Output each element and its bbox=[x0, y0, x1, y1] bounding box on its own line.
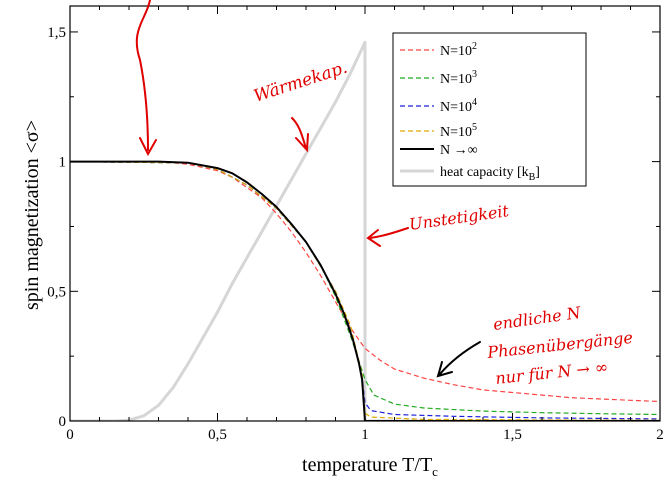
y-tick-label-0: 0 bbox=[59, 414, 67, 430]
y-axis-title: spin magnetization <σ> bbox=[21, 120, 43, 310]
series-line-4 bbox=[70, 160, 660, 421]
legend-label-4: N →∞ bbox=[440, 143, 478, 158]
y-tick-label-2: 1 bbox=[59, 155, 67, 171]
legend-label-0: N=102 bbox=[440, 41, 477, 59]
x-axis-title-text: temperature T/T bbox=[302, 454, 432, 476]
legend: N=102 N=103 N=104 N=105 N →∞ heat capacity [k… bbox=[392, 32, 587, 187]
annotation-arrow-phasen bbox=[436, 341, 481, 378]
x-tick-label-2: 1 bbox=[361, 427, 369, 443]
tick-layer: 0 0,5 1 1,5 2 0 0,5 1 1,5 bbox=[47, 6, 664, 443]
series-line-3 bbox=[70, 161, 660, 421]
y-tick-label-3: 1,5 bbox=[47, 25, 66, 41]
x-tick-label-4: 2 bbox=[656, 427, 664, 443]
legend-label-3: N=105 bbox=[440, 122, 477, 140]
x-axis-title: temperature T/Tc bbox=[302, 454, 438, 479]
y-tick-label-1: 0,5 bbox=[47, 284, 66, 300]
legend-box bbox=[392, 32, 587, 187]
series-line-2 bbox=[70, 161, 660, 420]
legend-label-5: heat capacity [kB] bbox=[440, 165, 540, 183]
annotation-arrow-waerme bbox=[291, 117, 309, 153]
legend-label-1: N=103 bbox=[440, 69, 477, 87]
legend-label-2: N=104 bbox=[440, 97, 477, 115]
x-tick-label-1: 0,5 bbox=[208, 427, 227, 443]
legend-items: N=102 N=103 N=104 N=105 N →∞ heat capacity [k… bbox=[400, 41, 540, 183]
x-tick-label-0: 0 bbox=[66, 427, 74, 443]
x-axis-title-subscript: c bbox=[432, 464, 438, 479]
x-tick-label-3: 1,5 bbox=[503, 427, 522, 443]
series-layer bbox=[70, 40, 660, 421]
annotation-arrow-plateau bbox=[135, 0, 157, 157]
series-line-5 bbox=[70, 40, 660, 421]
annotation-arrow-unstetig bbox=[366, 227, 409, 247]
